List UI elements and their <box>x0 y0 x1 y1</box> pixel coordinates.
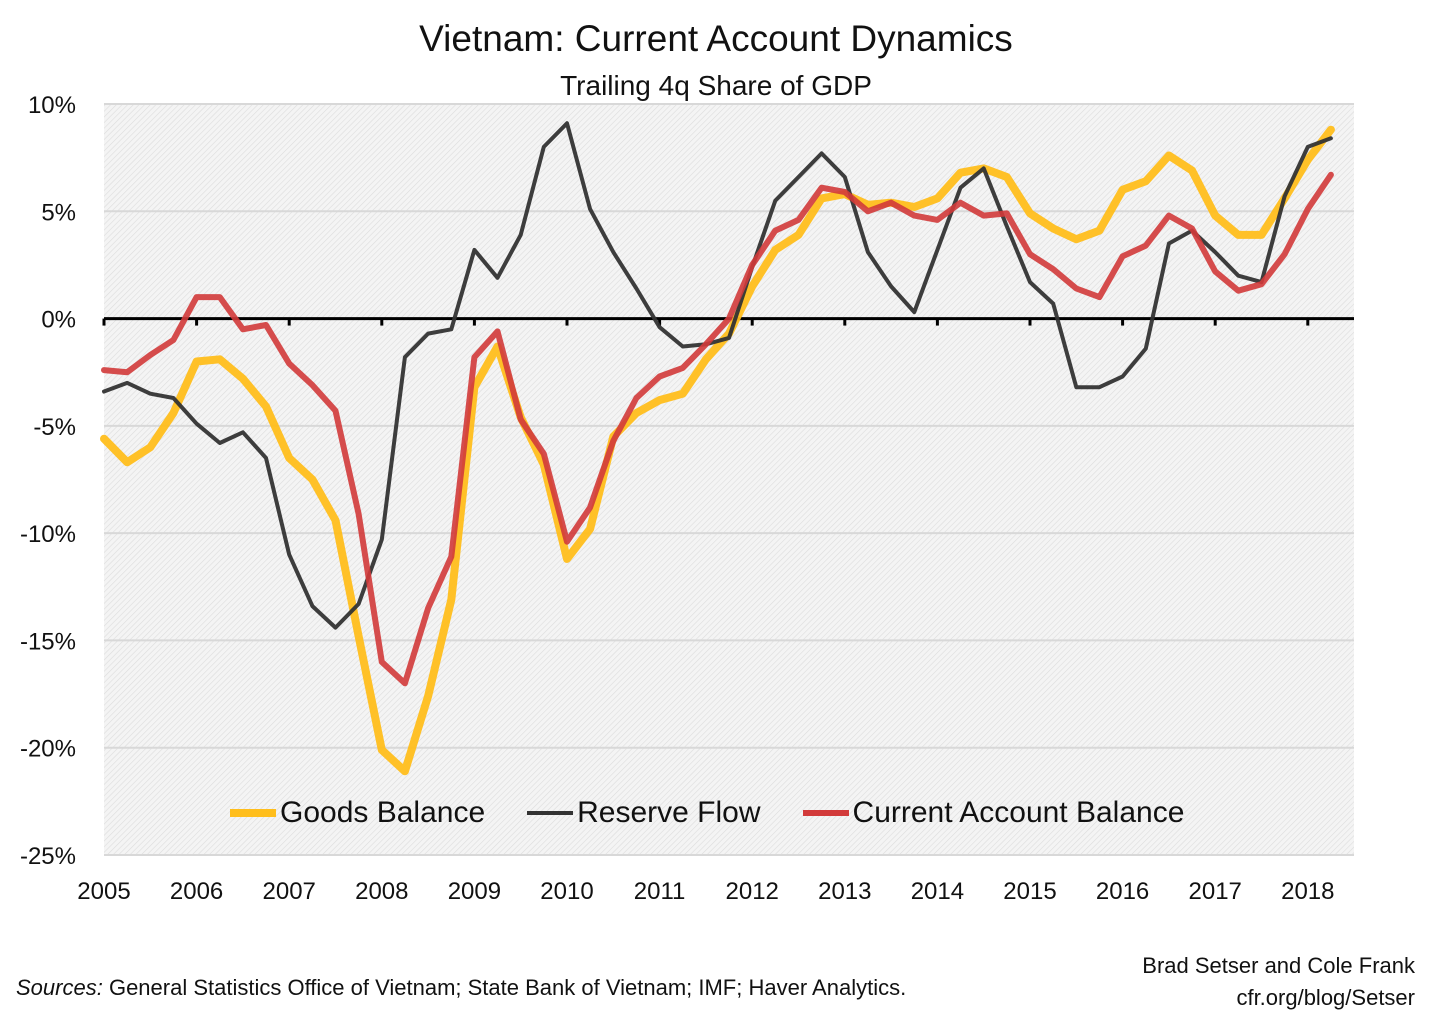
credit-authors: Brad Setser and Cole Frank <box>1142 953 1415 978</box>
legend-item-goods-balance: Goods Balance <box>230 796 485 830</box>
y-tick-label: 5% <box>41 199 76 226</box>
legend-item-reserve-flow: Reserve Flow <box>527 796 761 830</box>
series-current-account-balance <box>101 171 1334 687</box>
chart-subtitle: Trailing 4q Share of GDP <box>560 70 872 101</box>
legend: Goods Balance Reserve Flow Current Accou… <box>230 796 1226 830</box>
sources-label: Sources: <box>16 975 103 1000</box>
y-tick-label: -5% <box>33 414 76 441</box>
x-tick-label: 2006 <box>170 878 223 905</box>
x-tick-label: 2005 <box>77 878 130 905</box>
x-tick-label: 2012 <box>726 878 779 905</box>
sources-text: General Statistics Office of Vietnam; St… <box>108 975 907 1000</box>
y-tick-label: 0% <box>41 307 76 334</box>
series-line <box>101 171 1334 687</box>
x-tick-label: 2017 <box>1189 878 1242 905</box>
chart-title: Vietnam: Current Account Dynamics <box>419 18 1013 59</box>
x-tick-label: 2018 <box>1281 878 1334 905</box>
y-tick-label: 10% <box>28 92 76 119</box>
series-line <box>102 121 1333 630</box>
legend-label: Reserve Flow <box>577 796 761 829</box>
x-tick-label: 2011 <box>634 878 686 905</box>
series-reserve-flow <box>102 121 1333 630</box>
y-tick-label: -20% <box>20 736 76 763</box>
legend-swatch-goods <box>230 809 276 817</box>
legend-swatch-current-account <box>802 810 849 816</box>
y-tick-label: -10% <box>20 521 76 548</box>
sources-note: Sources: General Statistics Office of Vi… <box>16 975 906 1001</box>
legend-label: Goods Balance <box>280 796 486 829</box>
x-tick-label: 2007 <box>263 878 316 905</box>
x-tick-label: 2016 <box>1096 878 1149 905</box>
x-tick-label: 2013 <box>818 878 871 905</box>
credit: Brad Setser and Cole Frank cfr.org/blog/… <box>1142 950 1415 1014</box>
x-tick-label: 2009 <box>448 878 501 905</box>
credit-url: cfr.org/blog/Setser <box>1236 985 1415 1010</box>
x-tick-label: 2015 <box>1003 878 1056 905</box>
x-tick-label: 2010 <box>540 878 593 905</box>
y-tick-label: -15% <box>20 628 76 655</box>
y-tick-label: -25% <box>20 843 76 870</box>
series-line <box>100 125 1335 776</box>
legend-item-current-account: Current Account Balance <box>802 796 1185 830</box>
x-tick-label: 2008 <box>355 878 408 905</box>
legend-swatch-reserve <box>527 811 574 815</box>
legend-label: Current Account Balance <box>852 796 1185 829</box>
x-tick-label: 2014 <box>911 878 964 905</box>
